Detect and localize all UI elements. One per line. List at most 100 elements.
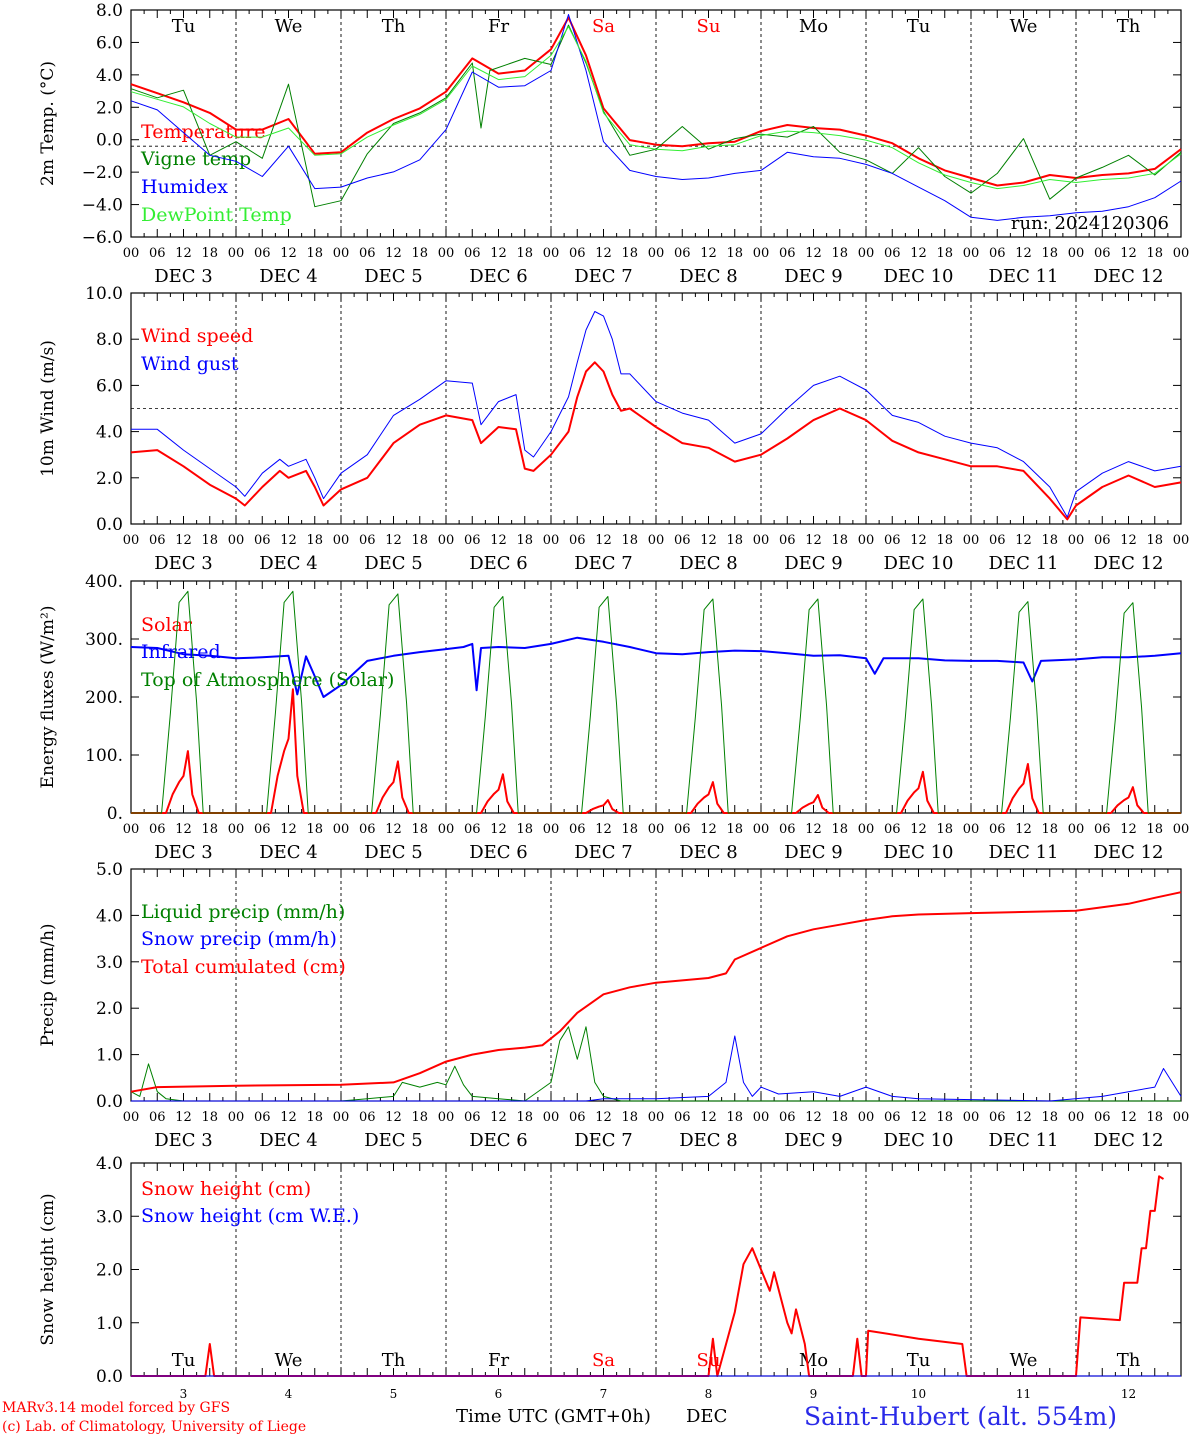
y-tick-label: 8.0 <box>96 1 123 21</box>
day-number-label: 4 <box>285 1387 293 1401</box>
hour-tick-label: 00 <box>963 822 980 837</box>
date-label: DEC 3 <box>154 266 213 287</box>
legend-entry: Vigne temp <box>140 148 251 170</box>
hour-tick-label: 18 <box>831 1110 848 1125</box>
hour-tick-label: 06 <box>569 246 586 261</box>
weekday-label: Mo <box>799 16 828 37</box>
hour-tick-label: 12 <box>595 246 612 261</box>
hour-tick-label: 00 <box>753 1110 770 1125</box>
date-label: DEC 3 <box>154 553 213 574</box>
hour-tick-label: 06 <box>569 822 586 837</box>
hour-tick-label: 06 <box>359 822 376 837</box>
hour-tick-label: 18 <box>516 822 533 837</box>
date-label: DEC 11 <box>989 1130 1059 1151</box>
hour-tick-label: 06 <box>884 246 901 261</box>
y-axis-label: Energy fluxes (W/m²) <box>38 606 58 789</box>
weekday-label: Tu <box>907 1350 931 1371</box>
series-line-top-of-atmosphere-solar <box>131 590 1181 814</box>
hour-tick-label: 18 <box>621 246 638 261</box>
x-axis-month: DEC <box>686 1406 728 1427</box>
hour-tick-label: 12 <box>490 1110 507 1125</box>
hour-tick-label: 00 <box>858 533 875 548</box>
series-line-infrared <box>130 636 1182 698</box>
legend-entry: Humidex <box>141 176 228 198</box>
legend-entry: Snow height (cm) <box>141 1178 311 1200</box>
legend-entry: DewPoint Temp <box>141 204 292 226</box>
y-tick-label: 6.0 <box>96 33 123 53</box>
hour-tick-label: 06 <box>884 533 901 548</box>
y-tick-label: 6.0 <box>96 376 123 396</box>
hour-tick-label: 18 <box>726 533 743 548</box>
hour-tick-label: 12 <box>805 1110 822 1125</box>
hour-tick-label: 06 <box>149 822 166 837</box>
hour-tick-label: 18 <box>1041 822 1058 837</box>
hour-tick-label: 06 <box>1094 822 1111 837</box>
y-tick-label: 3.0 <box>96 1207 123 1227</box>
hour-tick-label: 00 <box>648 822 665 837</box>
y-tick-label: 0.0 <box>96 515 123 535</box>
series-line-liquid-precip-mm-h <box>130 1026 1181 1102</box>
date-label: DEC 5 <box>364 266 423 287</box>
hour-tick-label: 18 <box>516 533 533 548</box>
date-label: DEC 6 <box>469 1130 528 1151</box>
hour-tick-label: 06 <box>989 246 1006 261</box>
y-tick-label: 5.0 <box>96 860 123 880</box>
hour-tick-label: 12 <box>595 1110 612 1125</box>
date-label: DEC 8 <box>679 1130 738 1151</box>
hour-tick-label: 18 <box>1041 1110 1058 1125</box>
hour-tick-label: 00 <box>543 822 560 837</box>
hour-tick-label: 18 <box>936 533 953 548</box>
hour-tick-label: 12 <box>700 533 717 548</box>
day-number-label: 11 <box>1016 1387 1031 1401</box>
legend-entry: Wind speed <box>141 325 253 347</box>
hour-tick-label: 18 <box>726 1110 743 1125</box>
hour-tick-label: 00 <box>228 533 245 548</box>
legend-entry: Snow height (cm W.E.) <box>141 1205 359 1227</box>
hour-tick-label: 06 <box>464 246 481 261</box>
run-label: run: 2024120306 <box>1011 213 1169 234</box>
hour-tick-label: 06 <box>989 533 1006 548</box>
date-label: DEC 7 <box>574 842 633 863</box>
y-axis-label: 10m Wind (m/s) <box>38 340 58 477</box>
weekday-label: We <box>275 1350 303 1371</box>
hour-tick-label: 12 <box>385 1110 402 1125</box>
y-axis-label: Snow height (cm) <box>38 1193 58 1345</box>
hour-tick-label: 06 <box>1094 246 1111 261</box>
date-label: DEC 9 <box>784 842 843 863</box>
weekday-label: Tu <box>907 16 931 37</box>
hour-tick-label: 00 <box>753 246 770 261</box>
series-line-dewpoint-temp <box>130 26 1182 190</box>
y-tick-label: 2.0 <box>96 1261 123 1281</box>
hour-tick-label: 00 <box>963 1110 980 1125</box>
date-label: DEC 6 <box>469 553 528 574</box>
hour-tick-label: 00 <box>1068 822 1085 837</box>
hour-tick-label: 00 <box>648 1110 665 1125</box>
hour-tick-label: 18 <box>306 1110 323 1125</box>
hour-tick-label: 00 <box>858 822 875 837</box>
y-tick-label: 0.0 <box>96 131 123 151</box>
hour-tick-label: 06 <box>149 246 166 261</box>
hour-tick-label: 06 <box>674 822 691 837</box>
hour-tick-label: 18 <box>726 246 743 261</box>
hour-tick-label: 00 <box>438 246 455 261</box>
day-number-label: 10 <box>911 1387 926 1401</box>
hour-tick-label: 18 <box>621 822 638 837</box>
weekday-label: We <box>1010 1350 1038 1371</box>
hour-tick-label: 06 <box>674 1110 691 1125</box>
hour-tick-label: 00 <box>1068 533 1085 548</box>
x-axis-title: Time UTC (GMT+0h) <box>456 1406 651 1427</box>
hour-tick-label: 00 <box>1173 1110 1190 1125</box>
hour-tick-label: 00 <box>333 246 350 261</box>
y-axis-label: 2m Temp. (°C) <box>38 61 58 186</box>
weekday-label: Tu <box>172 16 196 37</box>
date-label: DEC 12 <box>1094 842 1164 863</box>
y-tick-label: 4.0 <box>96 66 123 86</box>
hour-tick-label: 06 <box>464 533 481 548</box>
date-label: DEC 7 <box>574 266 633 287</box>
hour-tick-label: 00 <box>438 822 455 837</box>
legend-entry: Top of Atmosphere (Solar) <box>141 669 394 691</box>
hour-tick-label: 18 <box>621 533 638 548</box>
hour-tick-label: 06 <box>779 533 796 548</box>
date-label: DEC 8 <box>679 842 738 863</box>
